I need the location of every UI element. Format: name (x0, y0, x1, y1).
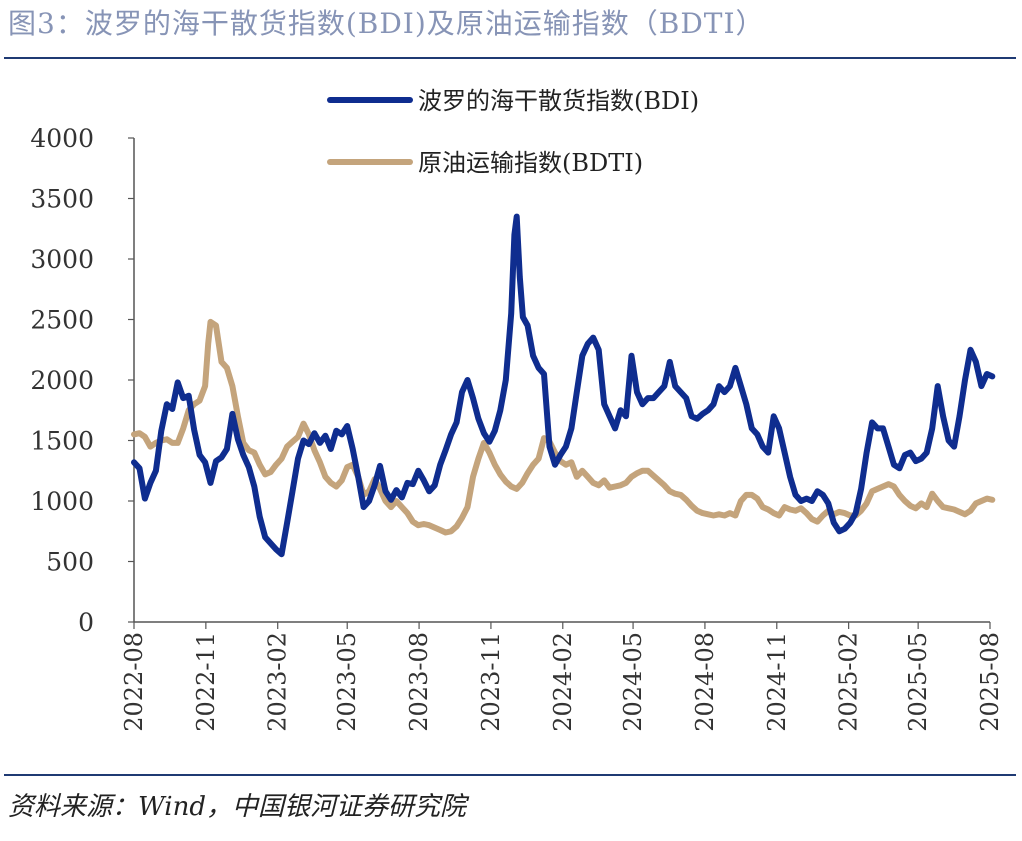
x-tick-label: 2023-08 (405, 632, 433, 732)
y-tick-label: 3500 (30, 185, 94, 214)
x-axis: 2022-08 2022-11 2023-02 2023-05 2023-08 2023-… (120, 621, 1004, 732)
x-tick-label: 2024-05 (619, 632, 647, 732)
x-tick-label: 2023-11 (477, 632, 505, 732)
x-tick-label: 2023-02 (264, 632, 292, 732)
plot-lines (131, 213, 996, 558)
figure-title: 图3：波罗的海干散货指数(BDI)及原油运输指数（BDTI） (8, 7, 765, 40)
x-tick-label: 2023-05 (333, 632, 361, 732)
x-tick-label: 2022-11 (192, 632, 220, 732)
source-note: 资料来源：Wind，中国银河证券研究院 (8, 792, 466, 822)
y-axis: 0 500 1000 1500 2000 2500 3000 3500 4000 (30, 124, 135, 637)
y-tick-label: 0 (78, 608, 94, 637)
legend-label-bdi: 波罗的海干散货指数(BDI) (418, 87, 699, 115)
y-tick-label: 500 (46, 548, 94, 577)
legend-label-bdti: 原油运输指数(BDTI) (418, 149, 643, 177)
x-tick-label: 2025-05 (904, 632, 932, 732)
y-tick-label: 1500 (30, 427, 94, 456)
chart: 0 500 1000 1500 2000 2500 3000 3500 4000 2022-08… (30, 87, 1004, 732)
y-tick-label: 3000 (30, 245, 94, 274)
x-tick-label: 2024-08 (691, 632, 719, 732)
x-tick-label: 2025-02 (835, 632, 863, 732)
bdti-series-line (131, 318, 996, 536)
x-tick-label: 2024-11 (763, 632, 791, 732)
x-tick-label: 2025-08 (976, 632, 1004, 732)
y-tick-label: 2500 (30, 306, 94, 335)
bdi-series-line (131, 213, 996, 558)
bottom-rule (4, 774, 1016, 776)
x-tick-label: 2022-08 (120, 632, 148, 732)
x-tick-label: 2024-02 (549, 632, 577, 732)
legend: 波罗的海干散货指数(BDI) 原油运输指数(BDTI) (327, 87, 699, 177)
y-tick-label: 4000 (30, 124, 94, 153)
top-rule (4, 57, 1016, 59)
y-tick-label: 2000 (30, 366, 94, 395)
y-tick-label: 1000 (30, 487, 94, 516)
